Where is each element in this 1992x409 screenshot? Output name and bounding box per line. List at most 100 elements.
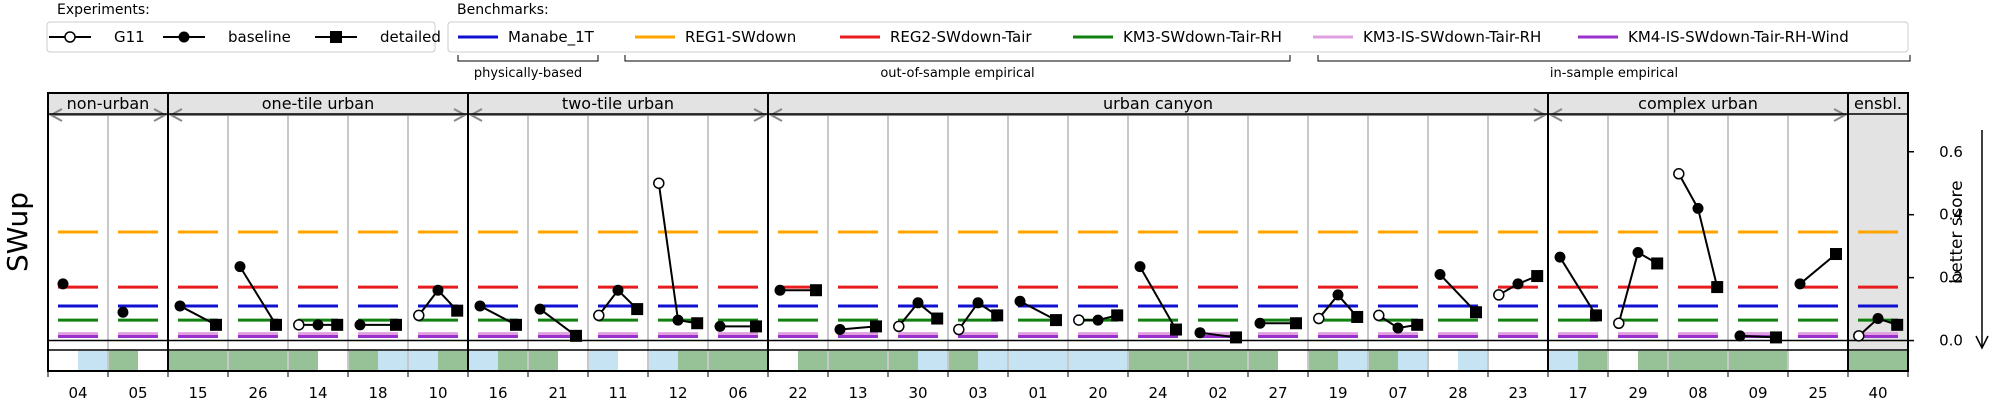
point-baseline — [432, 284, 444, 296]
strip-cell — [1188, 351, 1218, 371]
x-tick-label: 02 — [1208, 384, 1227, 402]
x-tick-label: 17 — [1568, 384, 1587, 402]
point-G11 — [1313, 312, 1325, 325]
benchmarks-legend-box — [447, 21, 1909, 53]
group-arrow-head — [1533, 108, 1548, 122]
point-detailed — [1111, 309, 1124, 322]
strip-cell — [738, 351, 768, 371]
point-G11 — [293, 319, 305, 331]
strip-cell — [1728, 351, 1758, 371]
group-arrow-head — [48, 108, 63, 122]
strip-cell — [588, 351, 618, 371]
point-baseline — [234, 261, 246, 273]
strip-cell — [1398, 351, 1428, 371]
legend-marker-detailed — [330, 31, 342, 43]
point-detailed — [1531, 270, 1544, 283]
strip-cell — [1308, 351, 1338, 371]
point-detailed — [451, 304, 464, 317]
y-tick-label: 0.4 — [1939, 206, 1963, 224]
point-detailed — [1830, 248, 1842, 261]
point-detailed — [1230, 331, 1242, 344]
x-tick-label: 14 — [308, 384, 327, 402]
point-G11 — [1493, 289, 1505, 301]
y-tick-label: 0.6 — [1939, 143, 1963, 161]
point-detailed — [570, 329, 582, 342]
group-header-label: non-urban — [67, 94, 150, 113]
group-header-bg — [1548, 93, 1848, 114]
x-tick-label: 21 — [548, 384, 567, 402]
point-detailed — [210, 318, 222, 331]
benchmarks-legend-title: Benchmarks: — [457, 2, 549, 18]
point-baseline — [117, 306, 129, 318]
point-baseline — [834, 324, 846, 336]
strip-cell — [348, 351, 378, 371]
point-detailed — [1651, 257, 1664, 270]
strip-cell — [228, 351, 258, 371]
x-tick-label: 25 — [1808, 384, 1827, 402]
point-baseline — [1254, 317, 1266, 329]
point-detailed — [991, 309, 1004, 322]
strip-cell — [1848, 351, 1878, 371]
point-detailed — [1411, 318, 1424, 331]
x-tick-label: 06 — [728, 384, 747, 402]
benchmark-group-bracket — [457, 55, 599, 62]
strip-cell — [288, 351, 318, 371]
series-connector — [657, 183, 698, 325]
strip-cell — [888, 351, 918, 371]
strip-cell — [678, 351, 708, 371]
group-header-label: complex urban — [1638, 94, 1758, 113]
y-tick-label: 0.0 — [1939, 332, 1963, 350]
x-tick-label: 18 — [368, 384, 387, 402]
strip-cell — [1638, 351, 1668, 371]
series-connector — [1559, 256, 1597, 316]
point-baseline — [57, 278, 69, 290]
strip-cell — [1248, 351, 1278, 371]
point-detailed — [691, 317, 704, 330]
point-baseline — [1392, 322, 1404, 334]
x-tick-label: 30 — [908, 384, 927, 402]
point-baseline — [1554, 251, 1566, 263]
benchmark-groups: physically-based out-of-sample empirical i… — [457, 55, 1911, 81]
x-tick-label: 03 — [968, 384, 987, 402]
group-header-bg — [168, 93, 468, 114]
point-G11 — [1613, 317, 1625, 330]
legend-label-detailed: detailed — [380, 28, 441, 46]
group-header-bg — [468, 93, 768, 114]
strip-cell — [1878, 351, 1908, 371]
x-tick-label: 24 — [1148, 384, 1167, 402]
legend-label-REG2-SWdown-Tair: REG2-SWdown-Tair — [890, 28, 1032, 46]
benchmark-group-label: in-sample empirical — [1550, 66, 1678, 81]
plot-area: non-urban one-tile urban two-tile urban urb… — [1, 92, 1989, 402]
point-G11 — [593, 309, 605, 322]
point-G11 — [893, 320, 905, 333]
group-arrow-head — [168, 108, 183, 122]
group-header-bg — [768, 93, 1548, 114]
point-baseline — [1092, 314, 1104, 326]
legend-label-baseline: baseline — [228, 28, 291, 46]
x-tick-label: 16 — [488, 384, 507, 402]
experiments-legend-box — [46, 21, 436, 53]
benchmark-group-label: physically-based — [474, 66, 582, 81]
group-arrow-head — [468, 108, 483, 122]
x-tick-label: 01 — [1028, 384, 1047, 402]
point-G11 — [953, 323, 965, 336]
point-detailed — [1170, 323, 1182, 336]
point-detailed — [750, 320, 762, 333]
point-baseline — [912, 297, 924, 309]
legend-label-KM3-SWdown-Tair-RH: KM3-SWdown-Tair-RH — [1123, 28, 1282, 46]
group-header-label: ensbl. — [1854, 94, 1902, 113]
point-baseline — [1872, 313, 1884, 325]
point-baseline — [612, 284, 624, 296]
strip-cell — [1068, 351, 1098, 371]
strip-cell — [1368, 351, 1398, 371]
point-detailed — [931, 312, 944, 325]
strip-cell — [1158, 351, 1188, 371]
point-baseline — [1794, 278, 1806, 290]
x-tick-label: 27 — [1268, 384, 1287, 402]
x-tick-label: 05 — [128, 384, 147, 402]
series-connector — [1677, 173, 1719, 288]
benchmark-group-label: out-of-sample empirical — [880, 66, 1034, 81]
benchmark-group-bracket — [1317, 55, 1911, 62]
point-baseline — [1194, 327, 1206, 339]
